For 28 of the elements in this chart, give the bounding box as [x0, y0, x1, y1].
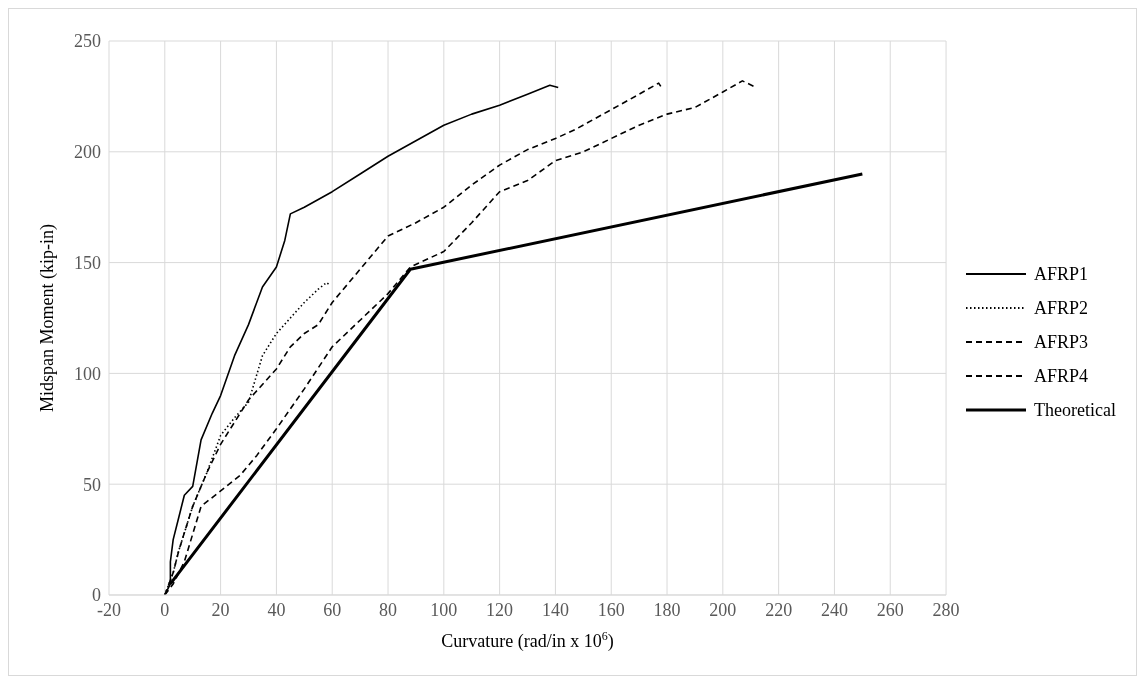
y-tick-label: 200 — [74, 142, 101, 163]
legend-label: AFRP2 — [1034, 297, 1089, 319]
y-tick-label: 50 — [83, 474, 101, 495]
x-tick-label: 200 — [709, 599, 737, 620]
x-tick-label: 160 — [597, 599, 625, 620]
legend-label: AFRP3 — [1034, 331, 1089, 353]
x-axis-title: Curvature (rad/in x 10$^{6}$) — [441, 629, 614, 652]
x-tick-label: 20 — [211, 599, 230, 620]
x-tick-label: 60 — [323, 599, 342, 620]
x-tick-label: 180 — [653, 599, 681, 620]
legend-label: Theoretical — [1034, 399, 1116, 421]
x-tick-label: 40 — [267, 599, 286, 620]
x-tick-label: 240 — [820, 599, 848, 620]
y-axis-title: Midspan Moment (kip-in) — [37, 224, 58, 412]
legend-label: AFRP1 — [1034, 263, 1089, 285]
y-tick-label: 100 — [74, 363, 101, 384]
x-tick-label: 220 — [765, 599, 793, 620]
x-tick-label: 0 — [160, 599, 170, 620]
x-tick-label: 280 — [932, 599, 960, 620]
x-tick-label: 140 — [541, 599, 569, 620]
x-tick-label: 260 — [876, 599, 904, 620]
y-tick-label: 150 — [74, 252, 101, 273]
legend-label: AFRP4 — [1034, 365, 1089, 387]
y-tick-label: 250 — [74, 31, 101, 52]
x-tick-label: 80 — [379, 599, 398, 620]
x-tick-label: 100 — [430, 599, 458, 620]
x-tick-label: 120 — [486, 599, 514, 620]
y-tick-label: 0 — [92, 585, 101, 606]
